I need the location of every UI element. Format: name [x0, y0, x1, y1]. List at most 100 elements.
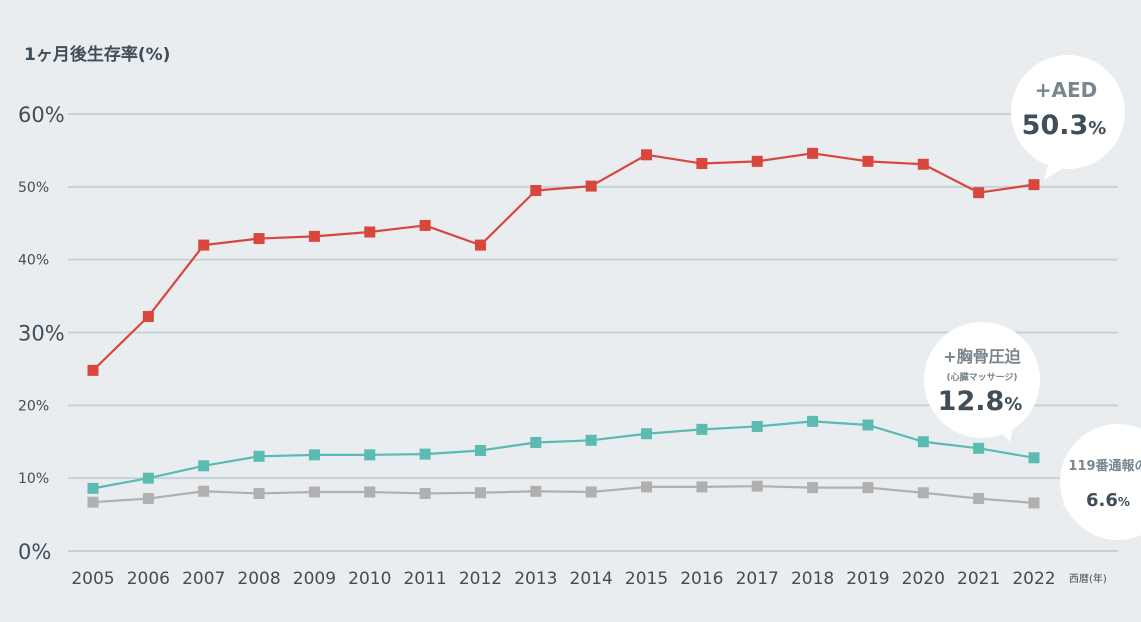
data-point	[917, 158, 929, 170]
x-tick-label: 2012	[459, 569, 502, 589]
data-point	[751, 155, 763, 167]
data-point	[696, 158, 708, 170]
data-point	[751, 420, 763, 432]
data-point	[862, 419, 874, 431]
y-tick-label: 60%	[18, 103, 65, 127]
y-tick-labels: 0% 10% 20% 30% 40% 50% 60%	[18, 103, 65, 564]
data-point	[419, 219, 431, 231]
callout-unit: %	[1088, 118, 1106, 139]
x-tick-label: 2019	[846, 569, 889, 589]
data-point	[696, 481, 708, 493]
x-tick-label: 2009	[293, 569, 336, 589]
series-line	[92, 485, 1035, 505]
data-point	[253, 487, 265, 499]
y-tick-label: 40%	[18, 253, 49, 269]
data-point	[917, 487, 929, 499]
data-point	[973, 442, 985, 454]
data-point	[474, 444, 486, 456]
data-point	[1028, 452, 1040, 464]
callout-2: 119番通報の 6.6%	[1060, 424, 1141, 540]
data-point	[308, 230, 320, 242]
data-point	[862, 155, 874, 167]
x-tick-label: 2007	[182, 569, 225, 589]
x-tick-label: 2013	[514, 569, 557, 589]
data-point	[807, 415, 819, 427]
callout-subtitle: (心臓マッサージ)	[946, 371, 1017, 383]
callout-name: +AED	[1035, 78, 1098, 102]
callout-value-text: 50.3%	[1022, 110, 1107, 141]
y-tick-label: 10%	[18, 471, 49, 487]
y-tick-label: 30%	[18, 322, 65, 346]
data-point	[87, 482, 99, 494]
y-tick-label: 50%	[18, 180, 49, 196]
data-point	[198, 485, 210, 497]
x-tick-label: 2010	[348, 569, 391, 589]
x-tick-label: 2015	[625, 569, 668, 589]
data-point	[198, 460, 210, 472]
data-point	[585, 180, 597, 192]
data-point	[585, 486, 597, 498]
callout-name: 119番通報の	[1068, 458, 1141, 474]
data-point	[419, 487, 431, 499]
data-point	[641, 149, 653, 161]
data-point	[641, 481, 653, 493]
x-tick-label: 2005	[71, 569, 114, 589]
data-point	[530, 436, 542, 448]
callout-bubble	[924, 322, 1040, 438]
callout-value: 6.6	[1086, 490, 1118, 511]
data-point	[253, 450, 265, 462]
y-tick-label: 20%	[18, 398, 49, 414]
data-point	[419, 448, 431, 460]
y-tick-label: 0%	[18, 540, 51, 564]
data-point	[364, 226, 376, 238]
data-point	[253, 233, 265, 245]
x-tick-label: 2020	[902, 569, 945, 589]
data-point	[696, 423, 708, 435]
callouts: +AED 50.3% +胸骨圧迫 (心臓マッサージ) 12.8% 119番通報の 6.6%	[924, 55, 1141, 540]
x-tick-label: 2008	[237, 569, 280, 589]
data-point	[142, 310, 154, 322]
series-2	[87, 480, 1040, 509]
callout-value: 50.3	[1022, 110, 1089, 141]
callout-value-text: 12.8%	[938, 386, 1023, 417]
x-tick-labels: 2005 2006 2007 2008 2009 2010 2011 2012 2013 2014…	[71, 569, 1055, 589]
series-line	[92, 152, 1035, 372]
data-point	[87, 364, 99, 376]
data-point	[474, 239, 486, 251]
data-point	[474, 487, 486, 499]
data-point	[198, 239, 210, 251]
x-tick-label: 2006	[127, 569, 170, 589]
x-tick-label: 2021	[957, 569, 1000, 589]
data-point	[1028, 497, 1040, 509]
data-point	[308, 486, 320, 498]
callout-tail	[998, 420, 1014, 442]
series-1	[87, 415, 1040, 494]
callout-name: +胸骨圧迫	[943, 347, 1021, 366]
callout-value: 12.8	[938, 386, 1005, 417]
data-point	[142, 472, 154, 484]
series-lines	[87, 147, 1040, 509]
series-line	[92, 420, 1035, 490]
data-point	[862, 482, 874, 494]
callout-bubble	[1060, 424, 1141, 540]
data-point	[142, 493, 154, 505]
x-tick-label: 2018	[791, 569, 834, 589]
callout-tail	[1062, 500, 1078, 512]
data-point	[530, 485, 542, 497]
series-0	[87, 147, 1040, 376]
x-tick-label: 2014	[570, 569, 613, 589]
callout-unit: %	[1118, 495, 1130, 509]
x-tick-label: 2017	[736, 569, 779, 589]
data-point	[364, 449, 376, 461]
data-point	[807, 147, 819, 159]
callout-value-text: 6.6%	[1086, 490, 1130, 511]
data-point	[308, 449, 320, 461]
data-point	[751, 480, 763, 492]
data-point	[530, 184, 542, 196]
data-point	[87, 496, 99, 508]
data-point	[807, 482, 819, 494]
callout-0: +AED 50.3%	[1011, 55, 1125, 180]
x-tick-label: 2011	[403, 569, 446, 589]
callout-unit: %	[1004, 394, 1022, 415]
